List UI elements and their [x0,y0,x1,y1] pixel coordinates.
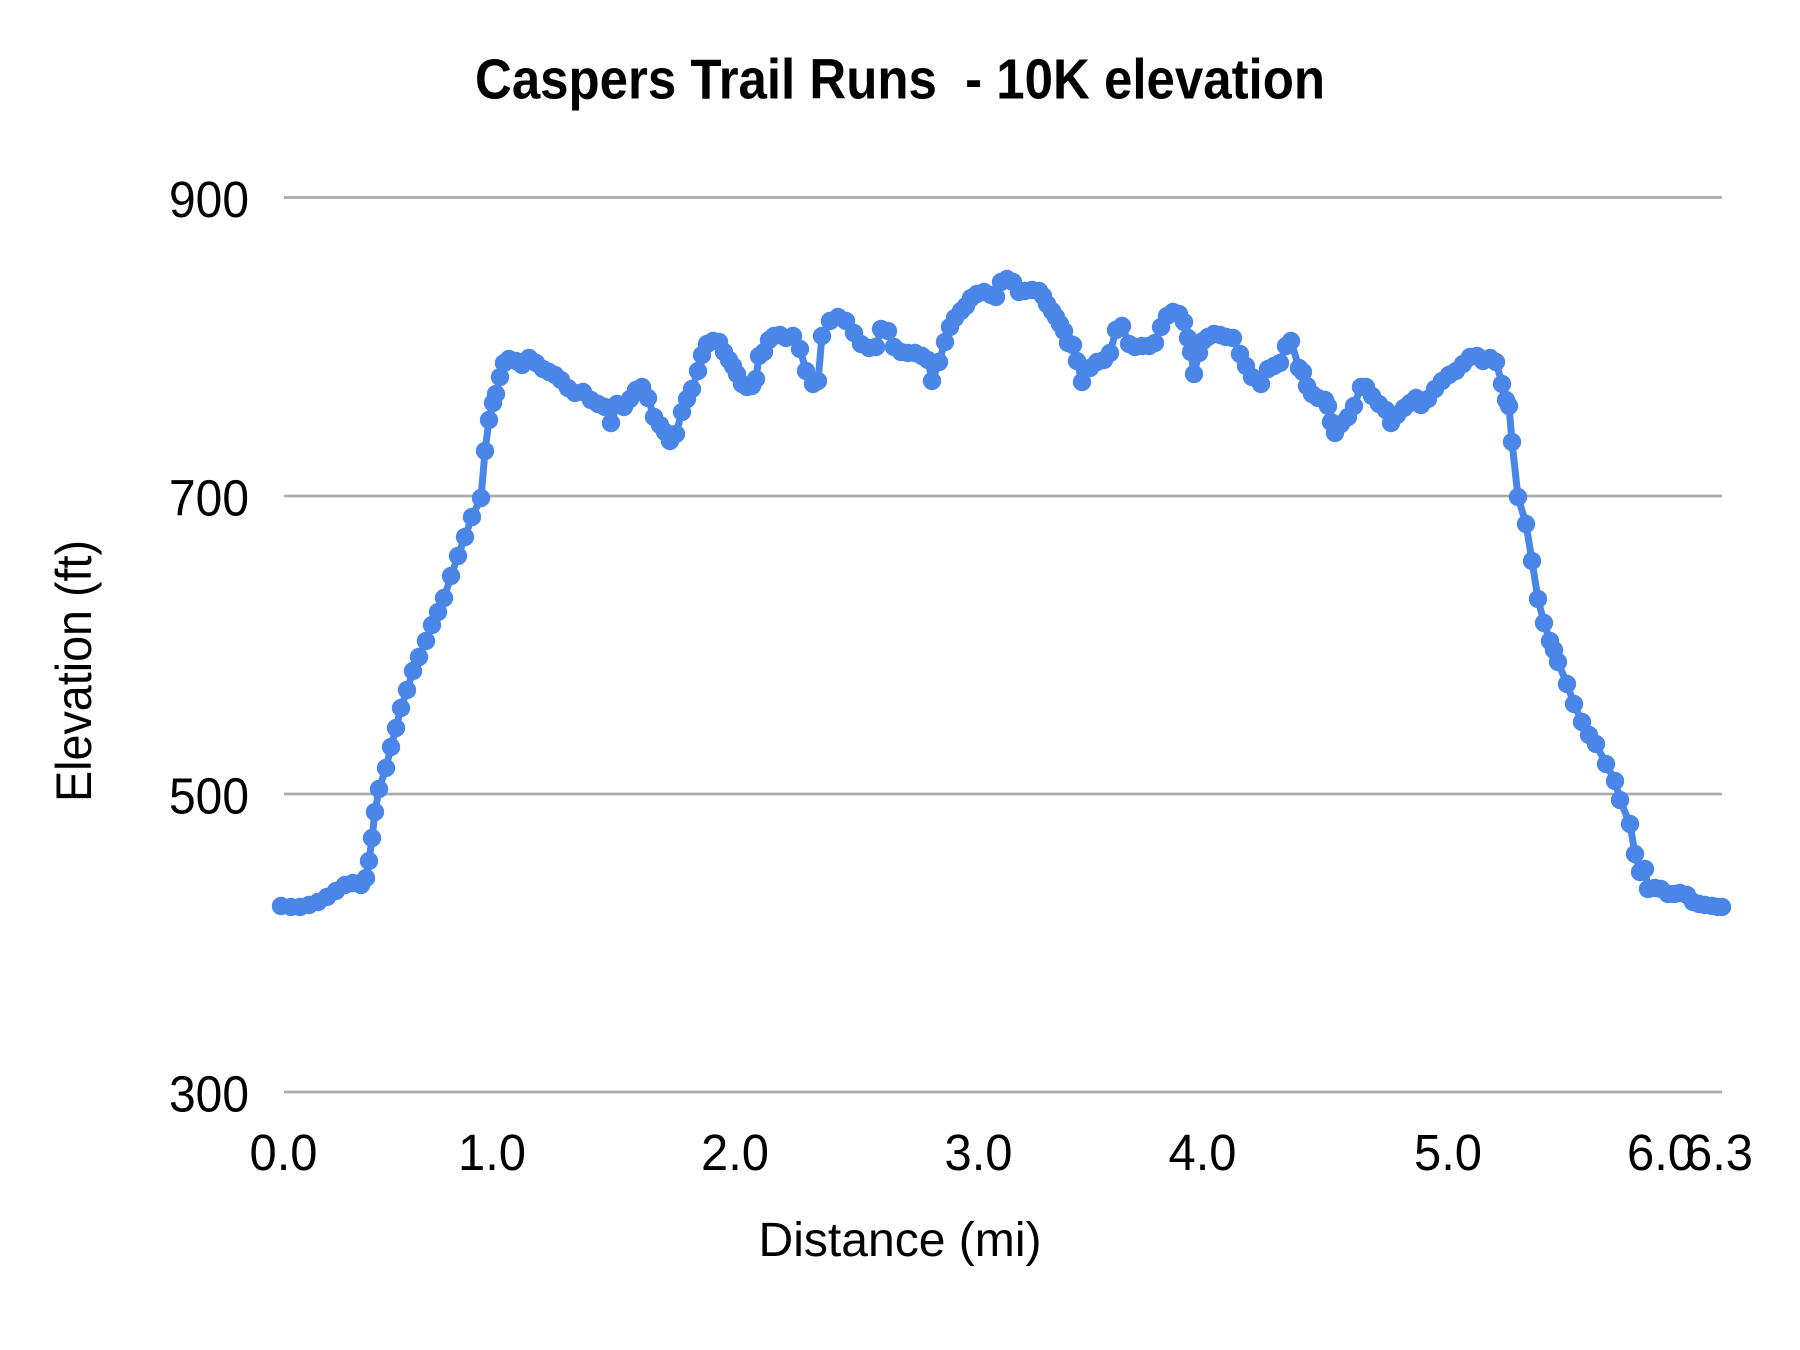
svg-text:6.0: 6.0 [1627,1124,1695,1181]
svg-text:6.3: 6.3 [1685,1124,1753,1181]
svg-text:5.0: 5.0 [1414,1124,1482,1181]
svg-text:0.0: 0.0 [250,1124,318,1181]
svg-text:300: 300 [169,1066,249,1123]
svg-text:Caspers Trail Runs - 10K elev: Caspers Trail Runs - 10K elevation [475,48,1325,112]
svg-text:2.0: 2.0 [701,1124,769,1181]
svg-text:Distance (mi): Distance (mi) [759,1214,1042,1267]
svg-text:900: 900 [169,171,249,228]
svg-text:1.0: 1.0 [458,1124,526,1181]
svg-text:3.0: 3.0 [945,1124,1013,1181]
svg-text:4.0: 4.0 [1169,1124,1237,1181]
svg-text:700: 700 [169,470,249,527]
svg-text:Elevation (ft): Elevation (ft) [46,540,102,802]
svg-text:500: 500 [169,768,249,825]
